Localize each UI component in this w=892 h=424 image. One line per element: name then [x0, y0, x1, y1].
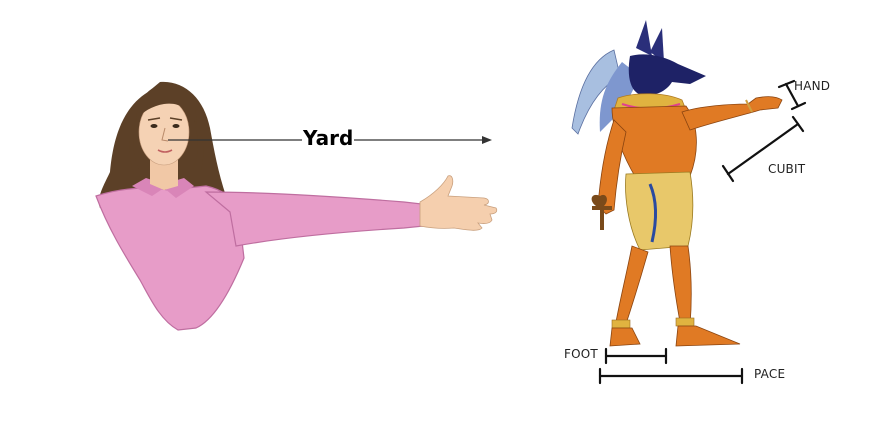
woman-figure [95, 81, 498, 331]
hand-label: HAND [794, 79, 831, 93]
yard-label: Yard [302, 126, 355, 150]
pace-label: PACE [754, 367, 786, 381]
foot-label: FOOT [564, 347, 598, 361]
pace-measure-bar [598, 367, 744, 385]
anubis-figure [571, 20, 783, 347]
cubit-measure-bar [721, 115, 805, 183]
foot-measure-bar [604, 347, 668, 365]
cubit-label: CUBIT [768, 162, 806, 176]
hand-measure-bar [777, 79, 807, 111]
